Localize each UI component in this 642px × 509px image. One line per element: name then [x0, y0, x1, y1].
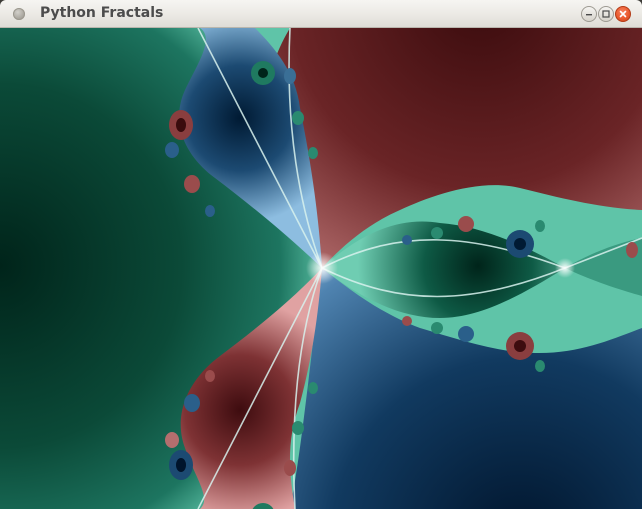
fractal-canvas[interactable]: [0, 28, 642, 509]
close-icon: [619, 10, 627, 18]
window-title: Python Fractals: [40, 5, 164, 21]
maximize-icon: [602, 10, 610, 18]
minimize-icon: [586, 14, 592, 16]
fractal-bulbs-right: [402, 216, 638, 372]
fractal-image: [0, 28, 642, 509]
window-menu-icon[interactable]: [13, 8, 25, 20]
fractal-bulbs-bottom: [165, 370, 318, 509]
minimize-button[interactable]: [581, 6, 597, 22]
close-button[interactable]: [615, 6, 631, 22]
maximize-button[interactable]: [598, 6, 614, 22]
fractal-bulbs-top: [165, 61, 318, 217]
title-bar[interactable]: Python Fractals: [0, 0, 642, 28]
